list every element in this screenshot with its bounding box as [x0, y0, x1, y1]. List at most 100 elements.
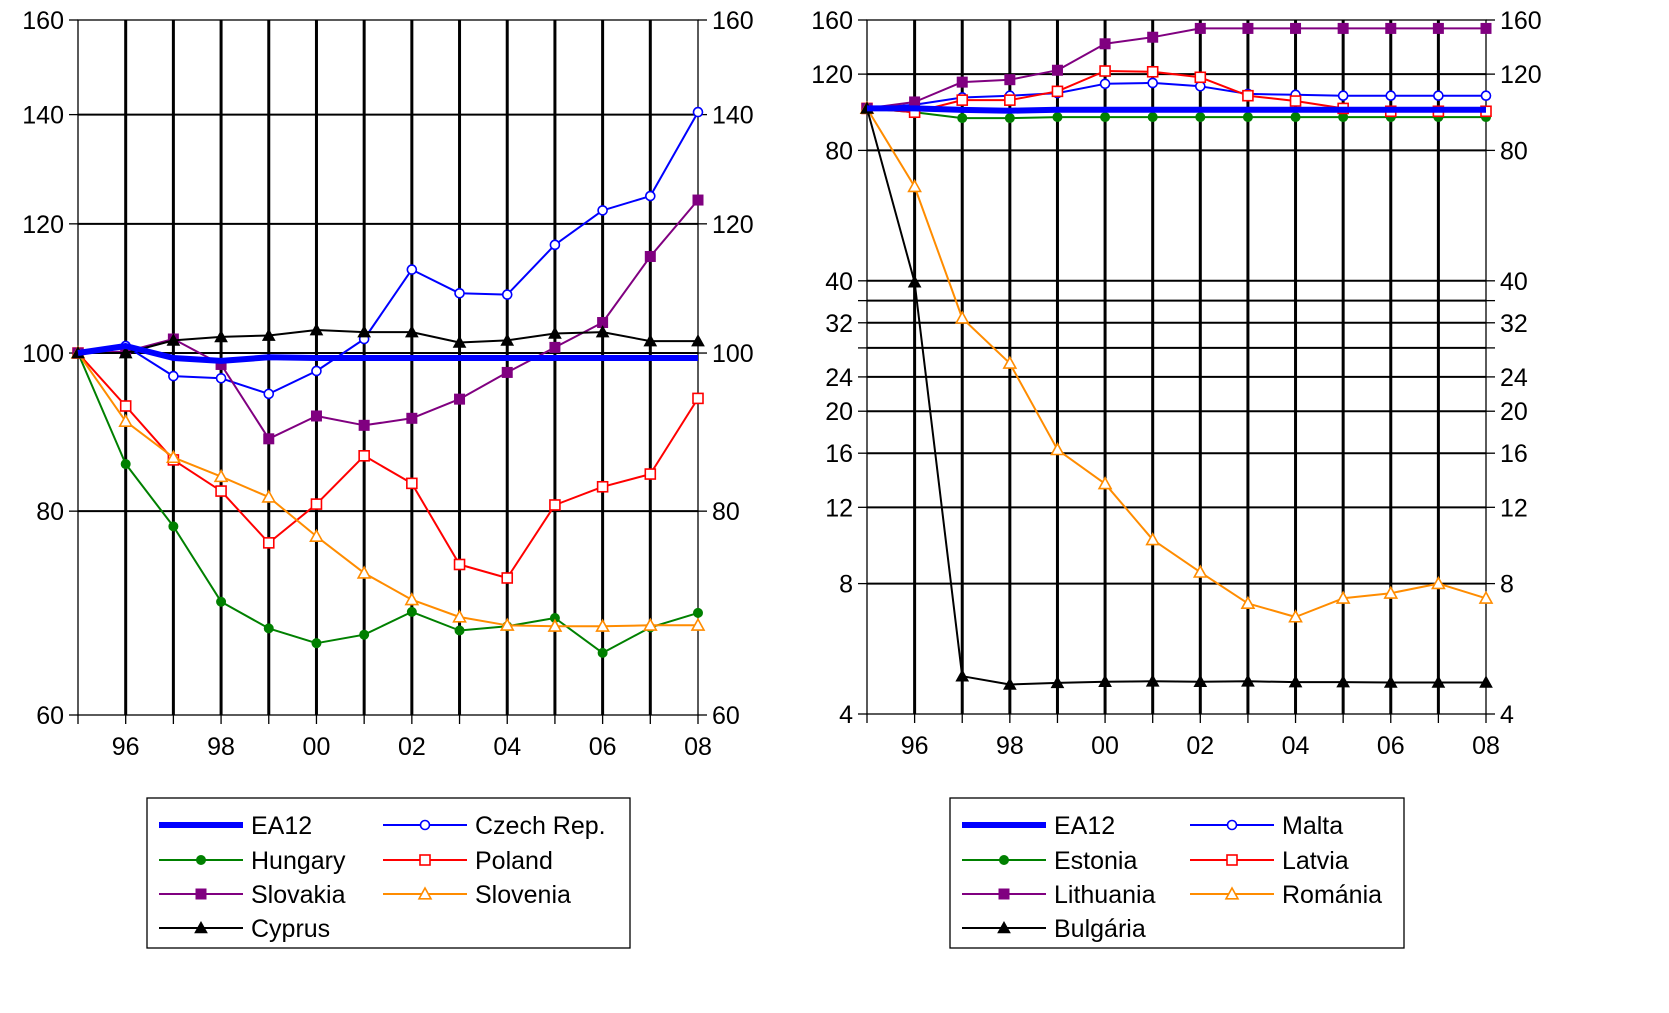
- y-tick-label-left: 4: [839, 701, 853, 729]
- data-point: [644, 250, 656, 262]
- data-point: [358, 450, 370, 462]
- y-tick-label-left: 140: [22, 102, 64, 130]
- y-tick-label-right: 24: [1500, 364, 1528, 392]
- data-point: [214, 329, 228, 343]
- data-point: [118, 413, 134, 428]
- legend-item-hungary: Hungary: [159, 847, 346, 875]
- data-point: [1004, 74, 1016, 86]
- series-line-ea12: [77, 343, 698, 364]
- series-line-cyprus: [78, 329, 698, 354]
- series-slovenia: [70, 345, 706, 632]
- y-tick-label-left: 60: [36, 702, 64, 730]
- series-bulgaria: [860, 101, 1493, 690]
- data-point: [499, 617, 515, 631]
- data-point: [957, 113, 968, 124]
- data-point: [547, 618, 563, 632]
- y-tick-label-left: 100: [22, 340, 64, 368]
- data-point: [1097, 476, 1113, 490]
- data-point: [215, 372, 227, 384]
- data-point: [597, 205, 608, 216]
- legend-label: EA12: [251, 812, 312, 840]
- x-tick-label: 06: [1377, 732, 1405, 760]
- legend-label: Latvia: [1282, 847, 1349, 875]
- data-point: [1004, 94, 1016, 106]
- data-point: [261, 328, 276, 341]
- data-point: [404, 325, 419, 338]
- chart-left: 60 60 80 80 100 100 120 120 140 140 160 160 96 98 00 02…: [22, 7, 754, 949]
- data-point: [1004, 113, 1015, 124]
- legend-marker: [997, 920, 1011, 934]
- data-point: [1050, 675, 1065, 689]
- data-point: [1337, 22, 1349, 34]
- data-point: [644, 468, 657, 480]
- data-point: [1335, 590, 1351, 604]
- y-tick-label-left: 40: [825, 268, 853, 296]
- data-point: [1052, 112, 1063, 123]
- x-tick-label: 02: [1186, 732, 1214, 760]
- data-point: [548, 326, 562, 339]
- legend-label: Czech Rep.: [475, 812, 606, 840]
- data-point: [452, 335, 467, 348]
- series-ea12: [77, 343, 698, 364]
- y-tick-label-right: 160: [1500, 7, 1542, 35]
- data-point: [595, 618, 610, 632]
- data-point: [692, 194, 704, 206]
- x-tick-label: 96: [901, 732, 929, 760]
- data-point: [166, 333, 181, 346]
- data-point: [168, 370, 179, 382]
- data-point: [454, 287, 465, 299]
- series-poland: [72, 347, 704, 584]
- data-point: [119, 400, 132, 412]
- legend-item-latvia: Latvia: [1190, 847, 1349, 875]
- y-tick-label-left: 160: [811, 7, 853, 35]
- y-tick-label-left: 8: [839, 571, 853, 599]
- series-line-malta: [866, 81, 1486, 110]
- series-line-romania: [866, 107, 1487, 618]
- series-line-poland: [77, 352, 699, 579]
- data-point: [1050, 442, 1065, 456]
- legend-item-malta: Malta: [1190, 812, 1343, 840]
- legend-label: Estonia: [1054, 847, 1137, 875]
- data-point: [597, 647, 608, 658]
- data-point: [955, 669, 970, 682]
- data-point: [1147, 77, 1158, 89]
- data-point: [1241, 674, 1255, 687]
- data-point: [907, 275, 922, 288]
- data-point: [549, 341, 561, 353]
- y-tick-label-right: 60: [712, 702, 740, 730]
- data-point: [1433, 90, 1444, 101]
- data-point: [1147, 112, 1158, 123]
- y-tick-label-right: 160: [712, 7, 754, 35]
- data-point: [907, 178, 922, 193]
- data-point: [1195, 80, 1206, 92]
- data-point: [645, 190, 656, 202]
- y-tick-label-right: 100: [712, 340, 754, 368]
- data-point: [595, 325, 610, 338]
- legend-marker: [196, 855, 206, 865]
- y-tick-label-right: 40: [1500, 268, 1528, 296]
- data-point: [1099, 65, 1111, 77]
- x-tick-label: 08: [1472, 732, 1500, 760]
- legend-item-ea12: EA12: [159, 812, 312, 840]
- data-point: [1337, 90, 1349, 101]
- legend-label: Bulgária: [1054, 915, 1146, 943]
- legend-label: EA12: [1054, 812, 1115, 840]
- data-point: [454, 625, 465, 636]
- data-point: [168, 521, 179, 532]
- data-point: [1051, 85, 1064, 98]
- data-point: [118, 346, 133, 359]
- data-point: [311, 638, 322, 649]
- data-point: [406, 412, 418, 424]
- series-line-estonia: [866, 107, 1486, 120]
- data-point: [1099, 78, 1111, 90]
- legend-marker: [419, 854, 431, 866]
- data-point: [262, 537, 275, 549]
- legend-marker: [195, 888, 207, 900]
- series-line-lithuania: [866, 27, 1486, 110]
- legend-marker: [1224, 886, 1240, 900]
- data-point: [1431, 575, 1446, 590]
- data-point: [120, 459, 131, 470]
- data-point: [357, 325, 372, 338]
- series-ea12: [867, 105, 1486, 114]
